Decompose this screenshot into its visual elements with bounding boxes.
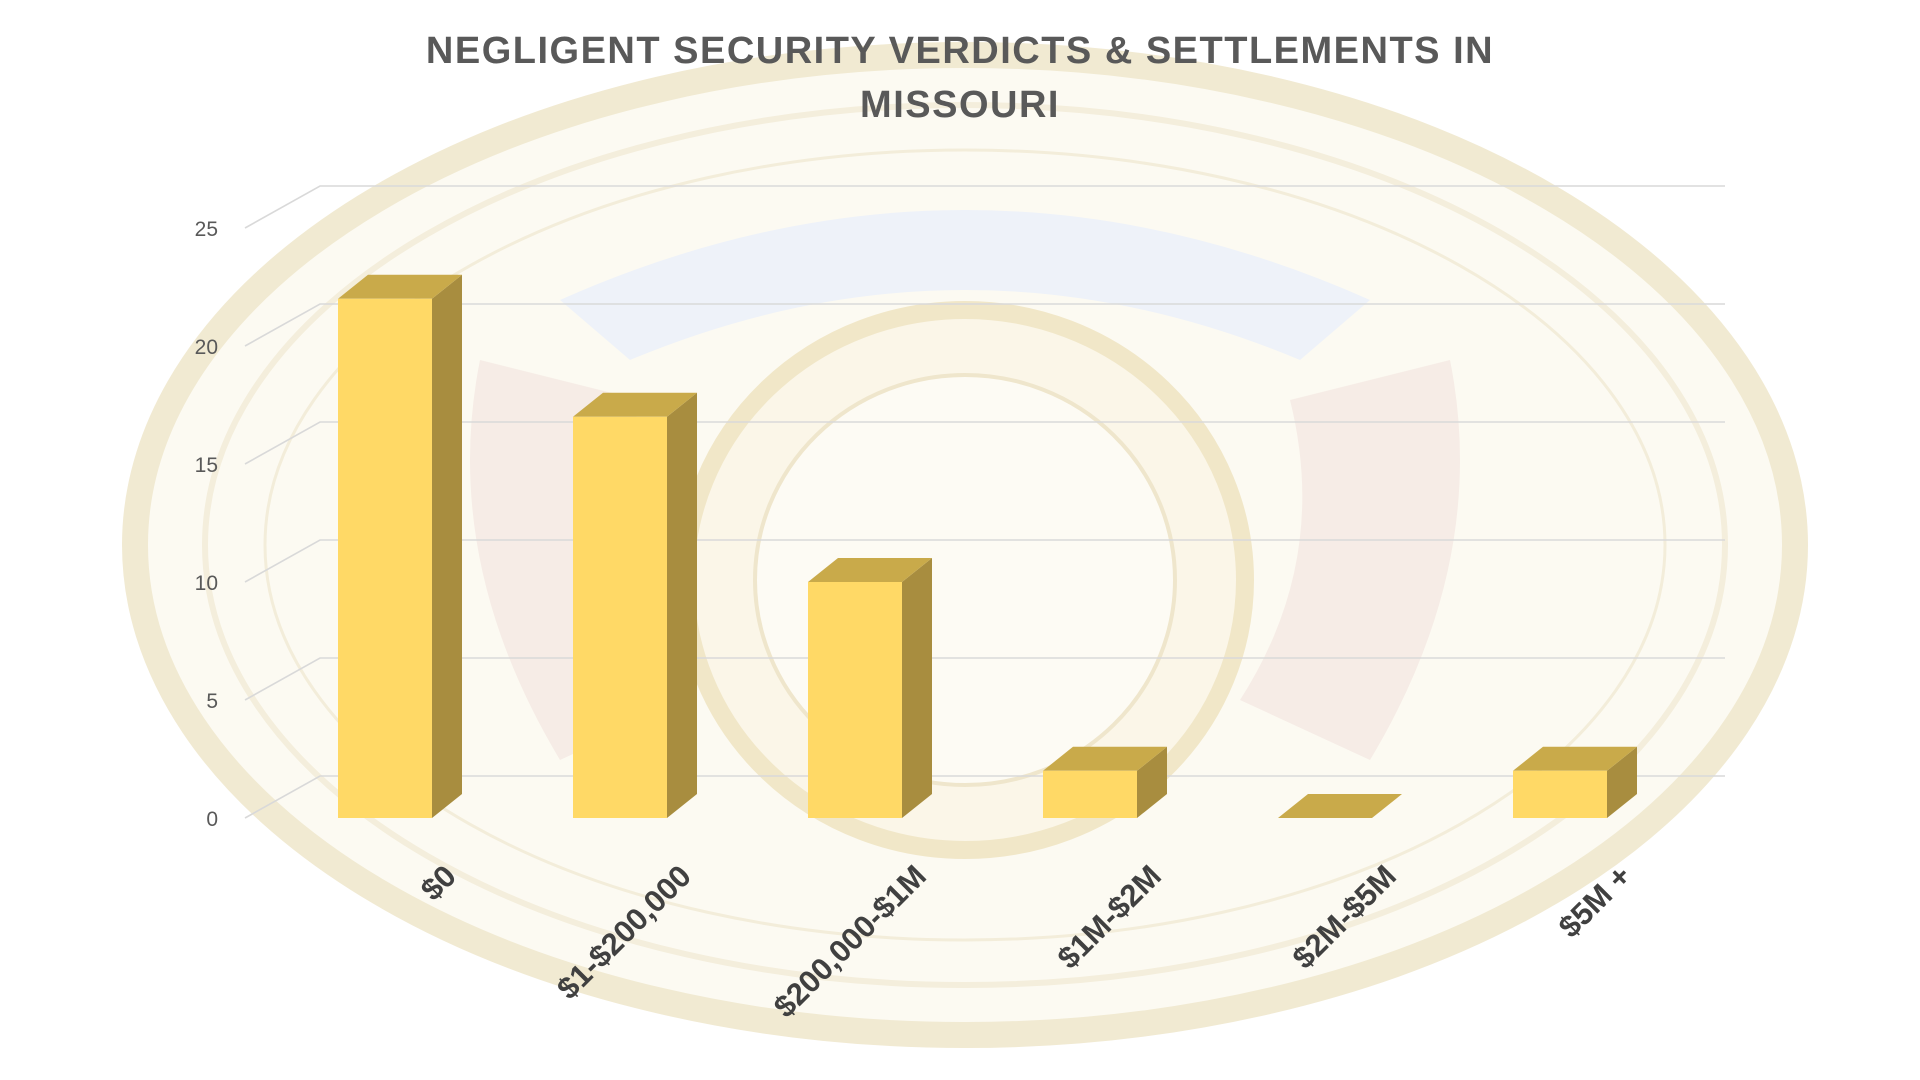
bar — [338, 298, 432, 818]
bar — [808, 582, 902, 818]
chart-title: NEGLIGENT SECURITY VERDICTS & SETTLEMENT… — [425, 30, 1495, 126]
y-tick-label: 15 — [195, 454, 218, 477]
x-tick-label: $2M-$5M — [1286, 858, 1403, 975]
x-tick-label: $1-$200,000 — [550, 858, 698, 1006]
bar-top — [1513, 746, 1637, 771]
bar — [1513, 770, 1607, 818]
gridline — [244, 185, 1725, 229]
bar — [1043, 770, 1137, 818]
bar-side — [667, 392, 697, 818]
bar-side — [432, 274, 462, 818]
y-tick-label: 25 — [195, 218, 218, 241]
y-tick-label: 20 — [195, 336, 218, 359]
gridline — [244, 421, 1725, 465]
x-tick-label: $200,000-$1M — [767, 858, 933, 1024]
bar-top — [1043, 746, 1167, 771]
gridline — [244, 539, 1725, 583]
y-tick-label: 0 — [206, 808, 218, 831]
bar-top — [1278, 794, 1402, 818]
bar-side — [1137, 746, 1167, 818]
bar-top — [338, 274, 462, 299]
gridline — [244, 775, 1725, 819]
x-tick-label: $5M + — [1552, 858, 1638, 944]
x-tick-label: $1M-$2M — [1051, 858, 1168, 975]
gridline — [244, 657, 1725, 701]
bar-top — [808, 558, 932, 582]
y-tick-label: 5 — [206, 690, 218, 713]
bar-top — [573, 392, 697, 417]
bar-side — [1607, 746, 1637, 818]
x-tick-label: $0 — [414, 858, 463, 907]
bar — [573, 416, 667, 818]
y-tick-label: 10 — [195, 572, 218, 595]
gridline — [244, 303, 1725, 347]
bar-side — [902, 558, 932, 818]
